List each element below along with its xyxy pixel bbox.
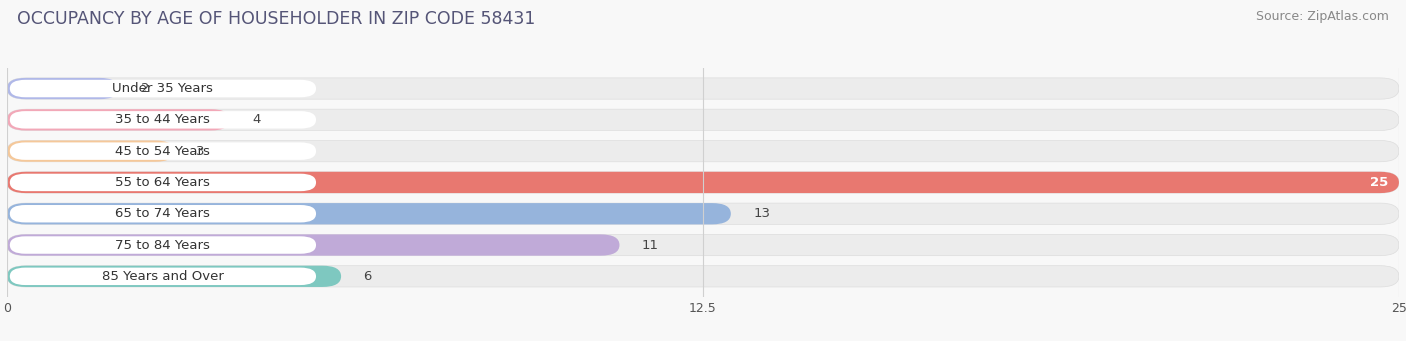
FancyBboxPatch shape — [7, 266, 342, 287]
FancyBboxPatch shape — [10, 205, 316, 222]
Text: OCCUPANCY BY AGE OF HOUSEHOLDER IN ZIP CODE 58431: OCCUPANCY BY AGE OF HOUSEHOLDER IN ZIP C… — [17, 10, 536, 28]
Text: Under 35 Years: Under 35 Years — [112, 82, 214, 95]
Text: 3: 3 — [197, 145, 205, 158]
Text: 25: 25 — [1369, 176, 1388, 189]
FancyBboxPatch shape — [7, 140, 1399, 162]
FancyBboxPatch shape — [7, 140, 174, 162]
FancyBboxPatch shape — [7, 78, 118, 99]
FancyBboxPatch shape — [10, 143, 316, 160]
FancyBboxPatch shape — [7, 172, 1399, 193]
FancyBboxPatch shape — [7, 172, 1399, 193]
Text: 6: 6 — [363, 270, 371, 283]
FancyBboxPatch shape — [10, 80, 316, 97]
Text: 2: 2 — [141, 82, 149, 95]
FancyBboxPatch shape — [7, 78, 1399, 99]
Text: 13: 13 — [754, 207, 770, 220]
Text: 75 to 84 Years: 75 to 84 Years — [115, 239, 211, 252]
FancyBboxPatch shape — [7, 234, 620, 256]
Text: 4: 4 — [252, 113, 260, 126]
Text: 65 to 74 Years: 65 to 74 Years — [115, 207, 211, 220]
FancyBboxPatch shape — [10, 268, 316, 285]
Text: 55 to 64 Years: 55 to 64 Years — [115, 176, 211, 189]
FancyBboxPatch shape — [7, 109, 229, 131]
Text: 45 to 54 Years: 45 to 54 Years — [115, 145, 211, 158]
FancyBboxPatch shape — [7, 203, 1399, 224]
Text: 85 Years and Over: 85 Years and Over — [103, 270, 224, 283]
FancyBboxPatch shape — [7, 234, 1399, 256]
FancyBboxPatch shape — [10, 236, 316, 254]
Text: 35 to 44 Years: 35 to 44 Years — [115, 113, 211, 126]
FancyBboxPatch shape — [7, 203, 731, 224]
FancyBboxPatch shape — [10, 174, 316, 191]
Text: Source: ZipAtlas.com: Source: ZipAtlas.com — [1256, 10, 1389, 23]
FancyBboxPatch shape — [7, 266, 1399, 287]
Text: 11: 11 — [641, 239, 659, 252]
FancyBboxPatch shape — [7, 109, 1399, 131]
FancyBboxPatch shape — [10, 111, 316, 129]
